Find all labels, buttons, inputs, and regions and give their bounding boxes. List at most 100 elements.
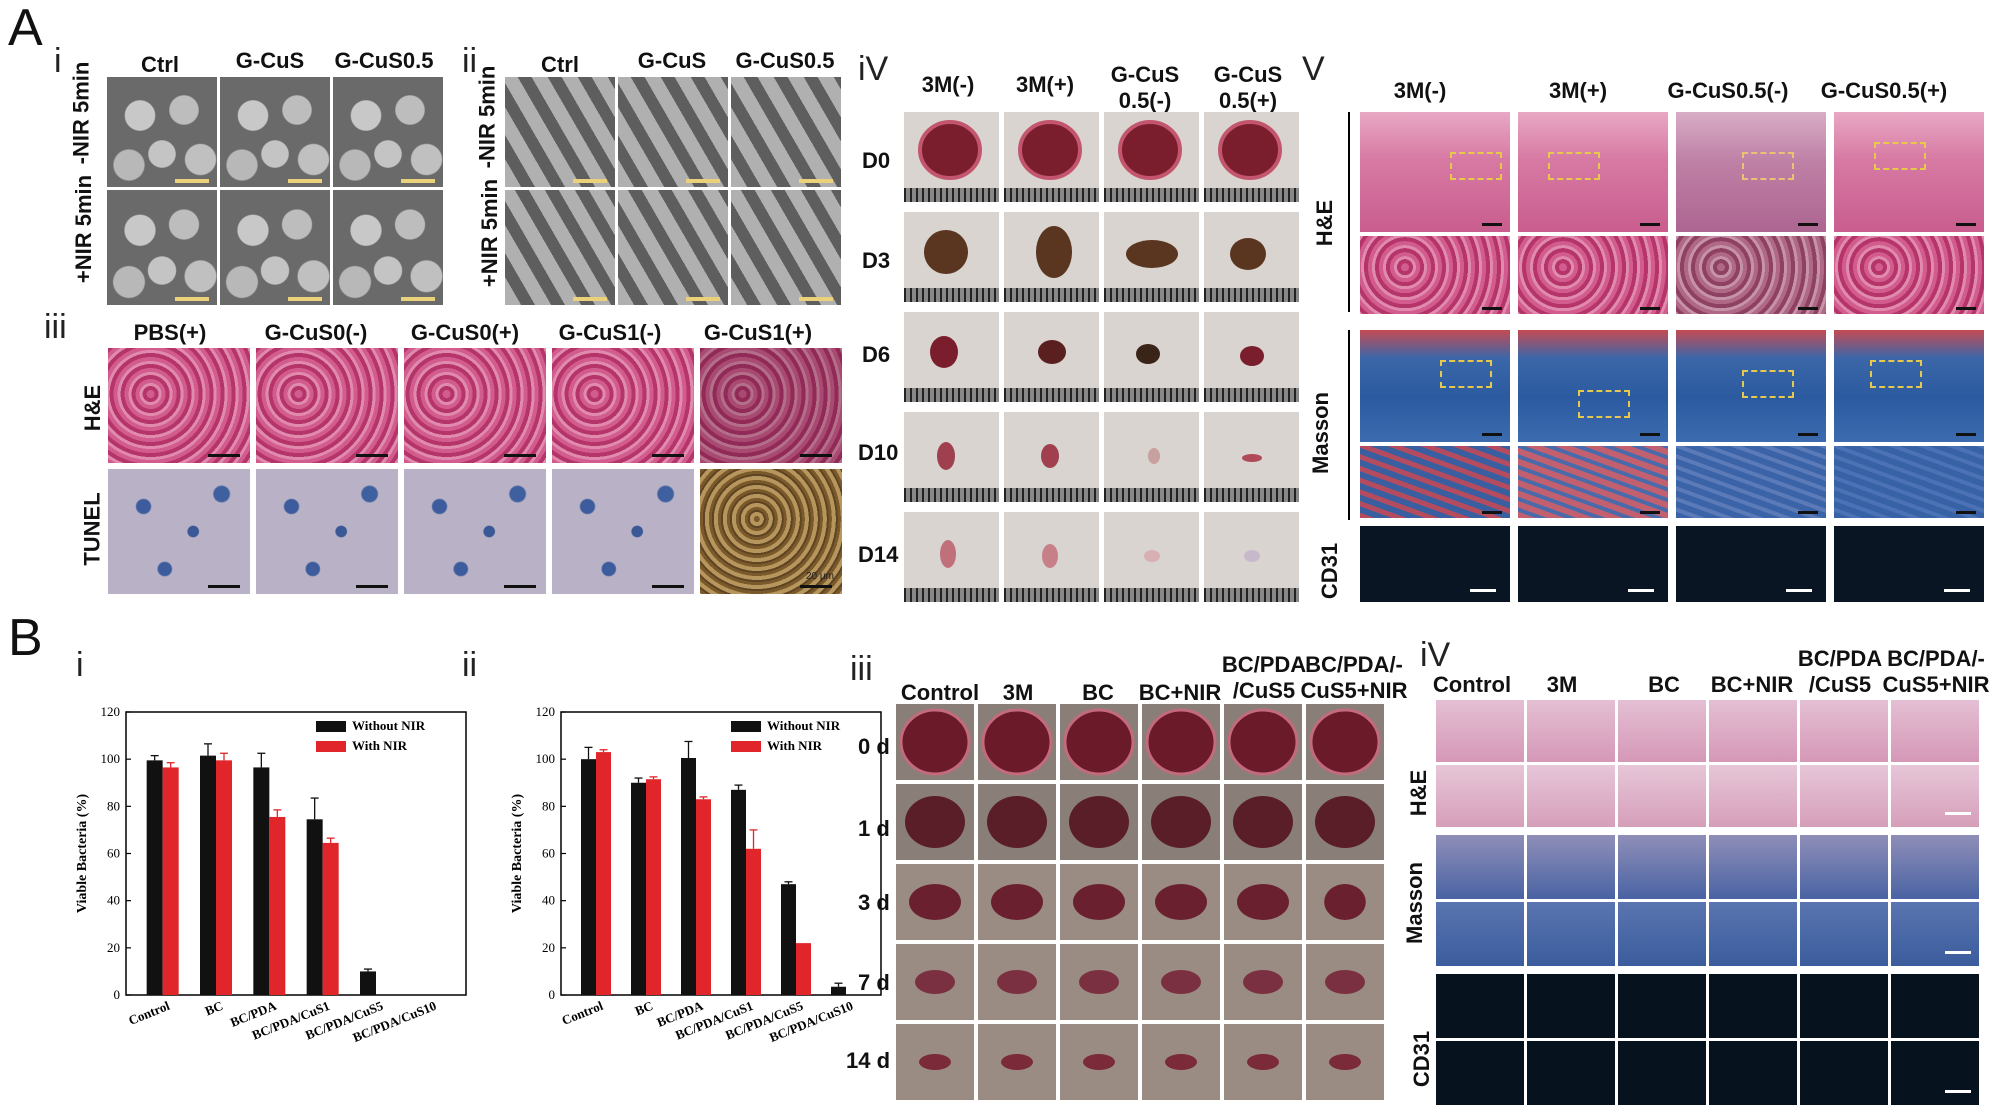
wound-shape xyxy=(915,970,955,994)
wound-photo-d14-c1 xyxy=(904,512,999,602)
wound-photo-b-iii-r1c3 xyxy=(1060,704,1138,780)
wound-shape xyxy=(905,796,965,848)
legend-label: Without NIR xyxy=(352,718,426,733)
subpanel-label-b-ii: ii xyxy=(462,646,478,684)
y-tick-label: 100 xyxy=(536,751,556,766)
cd31-image-a-v-4 xyxy=(1834,526,1984,602)
tunel-image-a-iii-1 xyxy=(108,469,250,594)
col-label-a-iii-4: G-CuS1(-) xyxy=(558,320,662,345)
cd31-image-a-v-1 xyxy=(1360,526,1510,602)
col-label-b-iii-6-line1: BC/PDA/- xyxy=(1305,652,1403,677)
cd31-image-b-iv-c5 xyxy=(1800,974,1888,1038)
bar-with-nir xyxy=(596,752,611,995)
he-image-a-v-3 xyxy=(1676,112,1826,232)
histology-grid-b-iv xyxy=(1436,700,1996,1110)
wound-photo-d14-c2 xyxy=(1004,512,1099,602)
he-zoom-b-iv-c3 xyxy=(1618,765,1706,827)
cd31-image-b-iv-c2 xyxy=(1527,974,1615,1038)
col-label-b-iii-6-line2: CuS5+NIR xyxy=(1300,678,1408,703)
wound-photo-d14-c3 xyxy=(1104,512,1199,602)
bar-chart-b-ii: 0 20 40 60 80 100 120 Viable Bacteria (%) Contro… xyxy=(510,704,882,1045)
divider-line xyxy=(1348,112,1350,312)
sem-image-a-i-r1c3 xyxy=(333,77,443,187)
wound-photo-b-iii-r1c4 xyxy=(1142,704,1220,780)
he-image-a-iii-5 xyxy=(700,348,842,463)
row-label-b-iv-cd31: CD31 xyxy=(1409,1030,1435,1088)
bar-without-nir xyxy=(200,755,216,995)
wound-photo-d10-c4 xyxy=(1204,412,1299,502)
bar-without-nir xyxy=(360,971,376,995)
wound-photo-d10-c3 xyxy=(1104,412,1199,502)
wound-photo-b-iii-r5c2 xyxy=(978,1024,1056,1100)
tunel-image-a-iii-2 xyxy=(256,469,398,594)
sem-image-a-ii-r1c2 xyxy=(618,77,728,187)
he-image-b-iv-c5 xyxy=(1800,700,1888,762)
row-label-a-ii-1: -NIR 5min xyxy=(474,65,500,169)
wound-shape xyxy=(1083,1054,1115,1070)
wound-photo-grid-b-iii xyxy=(896,704,1396,1104)
cd31-image-b-iv-c4 xyxy=(1709,974,1797,1038)
wound-photo-d6-c4 xyxy=(1204,312,1299,402)
he-image-a-iii-3 xyxy=(404,348,546,463)
col-label-b-iv-6-line2: CuS5+NIR xyxy=(1882,672,1990,697)
bar-without-nir xyxy=(306,819,323,995)
y-axis-label: Viable Bacteria (%) xyxy=(75,794,90,914)
masson-zoom-b-iv-c4 xyxy=(1709,902,1797,966)
legend-label: With NIR xyxy=(767,738,823,753)
he-zoom-a-v-3 xyxy=(1676,236,1826,314)
bar-with-nir xyxy=(162,767,179,995)
masson-zoom-b-iv-c6 xyxy=(1891,902,1979,966)
he-zoom-b-iv-c5 xyxy=(1800,765,1888,827)
wound-shape xyxy=(919,1054,951,1070)
y-tick-label: 0 xyxy=(549,987,556,1002)
col-label-b-iv-4: BC+NIR xyxy=(1710,672,1794,697)
masson-image-b-iv-c6 xyxy=(1891,835,1979,899)
y-tick-label: 120 xyxy=(101,704,121,719)
wound-shape xyxy=(1073,884,1125,920)
y-tick-label: 80 xyxy=(107,798,120,813)
he-zoom-b-iv-c4 xyxy=(1709,765,1797,827)
legend-swatch xyxy=(316,741,346,752)
wound-photo-b-iii-r3c2 xyxy=(978,864,1056,940)
wound-shape xyxy=(1227,708,1299,776)
bar-with-nir xyxy=(796,943,811,995)
wound-shape xyxy=(1161,970,1201,994)
bar-with-nir xyxy=(216,760,232,995)
wound-photo-d3-c4 xyxy=(1204,212,1299,302)
tunel-image-a-iii-5: 20 μm xyxy=(700,469,842,594)
wound-shape xyxy=(1329,1054,1361,1070)
row-label-a-v-masson: Masson xyxy=(1307,392,1333,474)
cd31-zoom-b-iv-c1 xyxy=(1436,1041,1524,1105)
y-tick-label: 0 xyxy=(114,987,121,1002)
row-label-a-iv-d10: D10 xyxy=(858,440,899,465)
col-label-b-iii-5-line1: BC/PDA xyxy=(1221,652,1307,677)
wound-photo-b-iii-r2c2 xyxy=(978,784,1056,860)
row-label-a-ii-2: +NIR 5min xyxy=(477,178,503,288)
wound-shape xyxy=(909,884,961,920)
col-label-a-ii-3: G-CuS0.5 xyxy=(735,48,835,73)
panel-letter-b: B xyxy=(8,609,43,667)
wound-photo-grid-a-iv xyxy=(904,112,1299,602)
wound-photo-d0-c4 xyxy=(1204,112,1299,202)
he-image-b-iv-c3 xyxy=(1618,700,1706,762)
wound-photo-b-iii-r2c1 xyxy=(896,784,974,860)
he-zoom-a-v-1 xyxy=(1360,236,1510,314)
wound-shape xyxy=(1069,796,1129,848)
sem-image-a-i-r1c2 xyxy=(220,77,330,187)
he-image-a-v-1 xyxy=(1360,112,1510,232)
row-label-a-i-2: +NIR 5min xyxy=(71,174,97,284)
wound-photo-d0-c3 xyxy=(1104,112,1199,202)
wound-shape xyxy=(1325,970,1365,994)
masson-image-b-iv-c3 xyxy=(1618,835,1706,899)
wound-photo-b-iii-r5c6 xyxy=(1306,1024,1384,1100)
cd31-zoom-b-iv-c6 xyxy=(1891,1041,1979,1105)
bar-without-nir xyxy=(681,757,696,995)
bar-without-nir xyxy=(253,767,270,995)
col-label-b-iii-3: BC xyxy=(1082,680,1114,705)
col-label-a-ii-2: G-CuS xyxy=(637,48,707,73)
col-label-b-iv-5-line2: /CuS5 xyxy=(1808,672,1872,697)
x-tick-label: BC xyxy=(633,998,655,1019)
masson-image-a-v-1 xyxy=(1360,330,1510,442)
wound-photo-b-iii-r3c5 xyxy=(1224,864,1302,940)
wound-photo-b-iii-r1c6 xyxy=(1306,704,1384,780)
